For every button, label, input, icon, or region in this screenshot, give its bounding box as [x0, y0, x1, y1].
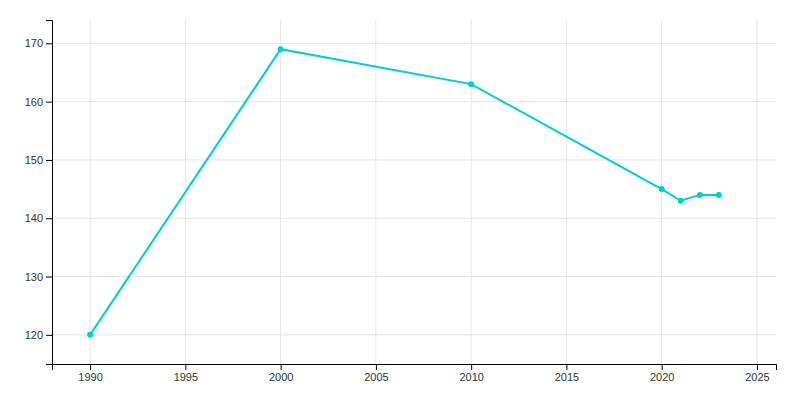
y-grid-line: [52, 334, 776, 335]
y-tick-label: 160: [25, 96, 43, 108]
x-tick-label: 1990: [78, 371, 102, 383]
y-tick: 140: [25, 212, 52, 224]
y-tick-label: 130: [25, 271, 43, 283]
y-tick-label: 170: [25, 37, 43, 49]
x-tick: 2010: [459, 364, 483, 383]
y-grid-line: [52, 159, 776, 160]
x-grid-line: [280, 20, 281, 364]
x-grid-line: [756, 20, 757, 364]
x-tick-label: 2010: [459, 371, 483, 383]
y-tick-mark: [46, 102, 52, 103]
data-marks: [87, 46, 722, 338]
y-axis-line: [46, 21, 53, 365]
x-grid-line: [90, 20, 91, 364]
y-tick-mark: [46, 335, 52, 336]
data-point: [678, 198, 684, 204]
x-tick: 2015: [555, 364, 579, 383]
x-tick-mark: [662, 364, 663, 370]
x-tick-label: 2015: [555, 371, 579, 383]
x-tick: 1990: [78, 364, 102, 383]
x-tick-label: 1995: [174, 371, 198, 383]
data-point: [697, 192, 703, 198]
x-axis-line: [53, 365, 777, 371]
y-tick: 160: [25, 96, 52, 108]
x-tick-label: 2000: [269, 371, 293, 383]
grid: [52, 20, 776, 364]
y-tick-label: 150: [25, 154, 43, 166]
x-tick: 2020: [650, 364, 674, 383]
x-tick-mark: [757, 364, 758, 370]
x-axis: 1990 1995 2000 2005 2010 2015 2020 2025: [53, 364, 777, 383]
x-grid-line: [471, 20, 472, 364]
y-tick: 170: [25, 37, 52, 49]
x-tick-mark: [376, 364, 377, 370]
x-tick: 2005: [364, 364, 388, 383]
data-line: [90, 49, 719, 335]
x-tick-mark: [471, 364, 472, 370]
x-tick-mark: [90, 364, 91, 370]
y-tick-mark: [46, 277, 52, 278]
x-tick-label: 2025: [745, 371, 769, 383]
y-grid-line: [52, 101, 776, 102]
x-grid-line: [566, 20, 567, 364]
y-axis: 120 130 140 150 160 170: [25, 21, 53, 365]
y-grid-line: [52, 43, 776, 44]
y-grid-line: [52, 218, 776, 219]
data-point: [468, 81, 474, 87]
x-tick: 2025: [745, 364, 769, 383]
x-tick-label: 2005: [364, 371, 388, 383]
x-tick: 1995: [174, 364, 198, 383]
x-tick-mark: [185, 364, 186, 370]
data-point: [278, 46, 284, 52]
x-tick-label: 2020: [650, 371, 674, 383]
y-tick-mark: [46, 160, 52, 161]
x-tick: 2000: [269, 364, 293, 383]
chart-svg: 1990 1995 2000 2005 2010 2015 2020 2025 120 130 14…: [0, 0, 800, 400]
y-tick: 120: [25, 329, 52, 341]
x-tick-mark: [566, 364, 567, 370]
y-tick-label: 140: [25, 212, 43, 224]
x-grid-line: [375, 20, 376, 364]
plot-area: 1990 1995 2000 2005 2010 2015 2020 2025 120 130 14…: [25, 20, 777, 383]
data-point: [659, 186, 665, 192]
data-point: [87, 332, 93, 338]
y-grid-line: [52, 276, 776, 277]
y-tick: 130: [25, 271, 52, 283]
y-tick-label: 120: [25, 329, 43, 341]
y-tick: 150: [25, 154, 52, 166]
x-tick-mark: [281, 364, 282, 370]
chart-container: 1990 1995 2000 2005 2010 2015 2020 2025 120 130 14…: [0, 0, 800, 400]
y-tick-mark: [46, 218, 52, 219]
y-tick-mark: [46, 43, 52, 44]
data-point: [716, 192, 722, 198]
